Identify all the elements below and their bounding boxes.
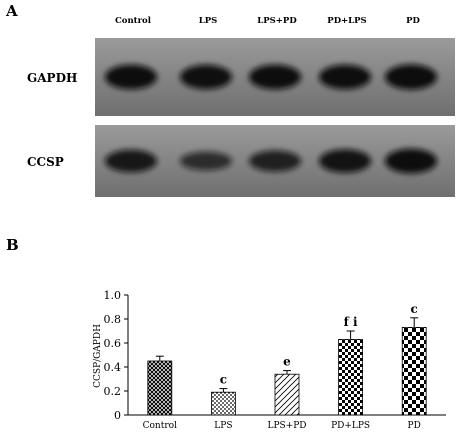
y-tick-label: 0.6 bbox=[104, 337, 122, 350]
bar-pd-lps bbox=[338, 339, 364, 416]
significance-label: e bbox=[283, 355, 291, 369]
bar-lps-pd bbox=[274, 373, 300, 416]
blot-band bbox=[105, 64, 157, 90]
x-tick-label: PD+LPS bbox=[331, 421, 370, 431]
lane-label-1: LPS bbox=[199, 16, 218, 26]
blot-band bbox=[180, 151, 232, 171]
lane-label-4: PD bbox=[406, 16, 420, 26]
y-tick-label: 0 bbox=[114, 409, 121, 422]
blot-row-gapdh: GAPDH bbox=[27, 38, 455, 116]
western-blot: Control LPS LPS+PD PD+LPS PD GAPDH CCSP bbox=[27, 16, 455, 197]
blot-row-ccsp: CCSP bbox=[27, 125, 455, 197]
y-axis-label: CCSP/GAPDH bbox=[93, 324, 103, 388]
significance-label: f i bbox=[344, 315, 358, 329]
blot-row-label: GAPDH bbox=[27, 71, 77, 85]
bar-lps bbox=[210, 391, 236, 416]
significance-label: c bbox=[220, 373, 227, 387]
y-tick-label: 1.0 bbox=[104, 289, 122, 302]
bar-chart: CCSP/GAPDH 0 0.2 0.4 0.6 0.8 1.0 c e f i c Contr… bbox=[93, 289, 446, 431]
lane-label-3: PD+LPS bbox=[327, 16, 366, 26]
blot-band bbox=[105, 149, 157, 173]
y-tick-label: 0.4 bbox=[104, 361, 122, 374]
panel-label-a: A bbox=[6, 2, 18, 20]
blot-row-label: CCSP bbox=[27, 155, 64, 169]
blot-band bbox=[385, 148, 437, 174]
blot-band bbox=[180, 64, 232, 90]
x-tick-label: Control bbox=[143, 421, 177, 431]
blot-band bbox=[319, 149, 371, 173]
blot-band bbox=[385, 64, 437, 90]
significance-label: c bbox=[411, 302, 418, 316]
blot-band bbox=[249, 64, 301, 90]
blot-band bbox=[319, 64, 371, 90]
x-tick-label: LPS+PD bbox=[267, 421, 306, 431]
x-tick-label: PD bbox=[408, 421, 421, 431]
lane-label-0: Control bbox=[115, 16, 152, 26]
x-tick-label: LPS bbox=[214, 421, 232, 431]
lane-label-2: LPS+PD bbox=[257, 16, 297, 26]
bar-pd bbox=[401, 327, 427, 416]
panel-label-b: B bbox=[6, 236, 19, 254]
y-tick-label: 0.8 bbox=[104, 313, 122, 326]
y-tick-label: 0.2 bbox=[104, 385, 122, 398]
bar-control bbox=[147, 360, 173, 416]
blot-band bbox=[249, 150, 301, 172]
